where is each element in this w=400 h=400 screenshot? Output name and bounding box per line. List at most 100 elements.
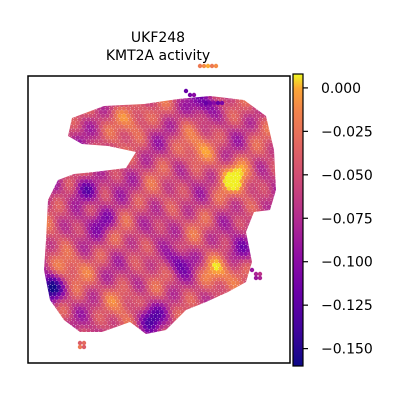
spot (174, 197, 179, 202)
spot (38, 296, 42, 300)
spot (258, 204, 263, 209)
spot (56, 153, 62, 158)
spot (220, 255, 225, 260)
spot (253, 275, 259, 281)
spot (69, 277, 74, 282)
spot (268, 251, 274, 257)
spot (165, 124, 171, 129)
spot (163, 128, 169, 133)
spot (109, 99, 114, 104)
spot (60, 124, 66, 129)
spot (235, 244, 240, 249)
spot (138, 317, 143, 322)
spot (67, 179, 72, 184)
spot (147, 230, 152, 235)
spot (201, 63, 207, 69)
spot (117, 266, 123, 271)
spot (247, 142, 253, 148)
spot (73, 153, 78, 158)
spot (58, 164, 64, 169)
spot (142, 288, 148, 293)
spot (195, 197, 200, 202)
spot (220, 124, 225, 129)
spot (94, 313, 99, 319)
spot (102, 328, 108, 333)
spot (239, 150, 244, 155)
spot (176, 251, 181, 257)
spot (241, 277, 246, 282)
spot (161, 219, 167, 224)
spot (245, 291, 251, 297)
spot (165, 277, 171, 282)
spot (147, 128, 152, 133)
spot (67, 237, 72, 242)
spot (132, 270, 137, 275)
spot (228, 124, 234, 129)
spot (193, 280, 198, 286)
spot (186, 328, 192, 333)
spot (239, 179, 244, 184)
spot (69, 240, 74, 246)
spot (226, 331, 232, 334)
spot (134, 113, 139, 119)
spot (96, 215, 102, 220)
spot (182, 233, 188, 239)
spot (184, 128, 190, 133)
spot (73, 270, 78, 275)
spot (88, 288, 93, 293)
spot (262, 168, 267, 173)
spot (191, 117, 196, 122)
spot (252, 99, 257, 104)
spot (84, 157, 89, 162)
spot (228, 168, 234, 173)
spot (182, 139, 188, 144)
spot (138, 310, 143, 315)
spot (84, 200, 89, 206)
spot (182, 96, 188, 100)
spot (243, 215, 248, 220)
spot (69, 284, 74, 289)
spot (201, 215, 206, 220)
spot (212, 117, 217, 122)
spot (273, 230, 276, 235)
spot (79, 142, 85, 148)
spot (165, 211, 171, 217)
spot (126, 215, 131, 220)
spot (268, 96, 274, 97)
spot (77, 248, 83, 253)
spot (245, 182, 251, 188)
spot (113, 128, 118, 133)
spot (48, 102, 53, 108)
spot (121, 251, 127, 257)
spot (268, 200, 274, 206)
spot (132, 233, 137, 239)
spot (212, 96, 217, 100)
spot (48, 284, 53, 289)
spot (94, 190, 99, 195)
spot (142, 310, 148, 315)
spot (258, 219, 263, 224)
spot (151, 164, 156, 169)
spot (165, 96, 171, 100)
spot (214, 237, 219, 242)
spot (54, 295, 59, 300)
spot (86, 306, 91, 311)
spot (170, 124, 175, 129)
spot (105, 106, 110, 111)
spot (233, 270, 238, 275)
spot (205, 259, 211, 264)
spot (207, 262, 213, 268)
spot (100, 331, 106, 334)
spot (161, 284, 167, 289)
spot (159, 215, 164, 220)
spot (273, 135, 276, 140)
spot (212, 313, 217, 319)
spot (224, 255, 230, 260)
spot (149, 117, 154, 122)
spot (235, 273, 240, 279)
spot (105, 259, 110, 264)
spot (77, 313, 83, 319)
spot (155, 331, 160, 334)
spot (264, 208, 269, 213)
spot (273, 295, 276, 300)
